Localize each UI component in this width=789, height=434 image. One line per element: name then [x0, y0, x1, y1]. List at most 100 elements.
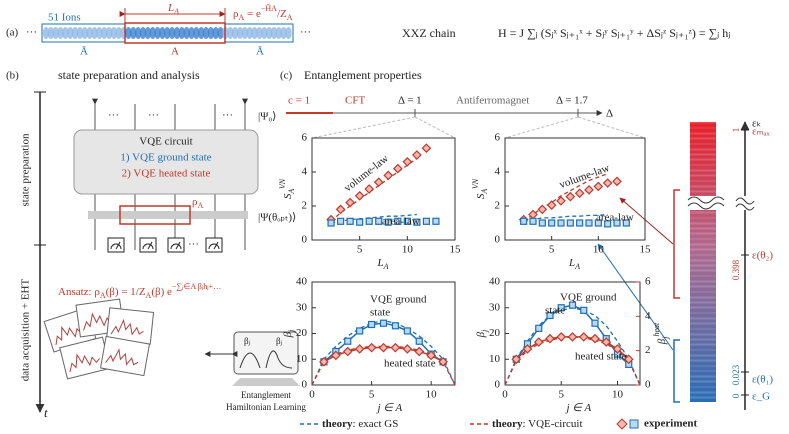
ion	[52, 27, 59, 39]
marker	[556, 196, 566, 206]
initial-state: |Ψ₀⟩	[258, 111, 276, 123]
y-tick-label: 0	[495, 379, 501, 391]
text-part: j	[287, 329, 296, 333]
marker	[335, 204, 346, 215]
ion	[105, 27, 113, 39]
circuit-box	[73, 129, 259, 195]
marker	[591, 319, 599, 327]
marker	[337, 217, 345, 225]
ion-chain	[42, 27, 292, 39]
marker	[354, 344, 365, 354]
ion	[236, 27, 244, 39]
marker	[327, 219, 335, 227]
x-axis-label: LA	[377, 257, 389, 272]
ion	[217, 27, 224, 39]
marker	[330, 350, 341, 361]
ion	[231, 27, 239, 39]
y-tick-label: 2	[302, 200, 308, 212]
annotation: volume-law	[558, 162, 612, 191]
y2-tick-label: 0	[645, 379, 651, 391]
y-tick-label: 40	[296, 276, 308, 288]
inset-curve	[239, 350, 293, 369]
text-part: S	[282, 193, 294, 199]
annotation: heated state	[575, 351, 627, 363]
break-mask	[736, 196, 754, 210]
text-part: −∑ⱼ∈A βⱼhⱼ+…	[172, 282, 221, 291]
x-tick-label: 15	[640, 244, 652, 256]
marker	[612, 176, 622, 187]
x-tick-label: 10	[426, 389, 438, 401]
hamiltonian: H = J ∑ⱼ (Sⱼˣ Sⱼ₊₁ˣ + Sⱼʸ Sⱼ₊₁ʸ + ΔSⱼᶻ S…	[498, 26, 730, 40]
marker	[402, 344, 413, 354]
bracket	[673, 189, 680, 299]
ion	[42, 27, 50, 39]
energy-label: ε(θ₁)	[752, 374, 773, 386]
x-tick-label: 5	[559, 389, 565, 401]
y-tick-label: 20	[296, 327, 308, 339]
marker	[622, 219, 630, 227]
ion	[149, 27, 156, 39]
marker	[557, 219, 565, 227]
text-part: L	[377, 257, 384, 269]
panel-b: (b) state preparation and analysis state…	[6, 68, 306, 420]
marker	[578, 332, 589, 342]
ion	[57, 27, 64, 39]
y-tick-label: 10	[489, 353, 501, 365]
marker	[557, 304, 565, 312]
text-part: −H̃	[261, 4, 272, 14]
marker	[567, 332, 578, 342]
axis-break	[687, 196, 725, 210]
ion	[125, 27, 132, 39]
text-part: 1/Z	[130, 286, 146, 298]
phase-label: Antiferromagnet	[456, 95, 529, 107]
region-a	[124, 22, 226, 44]
ion	[246, 27, 253, 39]
marker	[356, 327, 364, 335]
dots: ···	[26, 27, 37, 39]
energy-ticks	[741, 129, 749, 396]
ion	[173, 27, 181, 39]
dots: ···	[108, 110, 119, 122]
marker	[378, 342, 389, 353]
y-tick-label: 10	[296, 353, 308, 365]
marker	[403, 217, 411, 225]
legend-text: theory: VQE-circuit	[492, 418, 583, 430]
abar-label: Ā	[256, 46, 264, 58]
x-tick-label: 5	[549, 244, 555, 256]
y-axis-label: βj	[475, 329, 490, 338]
marker	[538, 219, 546, 227]
energy-tick-label: 1	[731, 128, 741, 133]
card-trace	[69, 353, 100, 373]
text-part: β	[282, 331, 294, 338]
ion	[71, 27, 79, 39]
marker	[533, 337, 544, 347]
ion	[115, 27, 122, 39]
x-tick-label: 10	[593, 244, 605, 256]
card-frame	[99, 335, 151, 377]
annotation: VQE ground	[370, 294, 427, 306]
y2-tick-label: 2	[645, 344, 651, 356]
ion	[164, 27, 171, 39]
pointer	[619, 197, 674, 245]
energy-tick-label: 0	[731, 393, 741, 398]
rho-label: ρA	[192, 196, 204, 211]
plot-frame	[311, 137, 456, 241]
text-part: β	[475, 331, 487, 338]
y-tick-label: 0	[302, 379, 308, 391]
ion	[212, 27, 219, 39]
y-tick-label: 2	[495, 200, 501, 212]
x-axis-label: j ∈ A	[376, 402, 403, 414]
legend: theory: exact GS theory: VQE-circuit exper…	[300, 418, 697, 430]
annotation: area-law	[382, 216, 420, 228]
marker	[392, 163, 403, 174]
text-part: β	[656, 338, 668, 345]
text-part: VN	[471, 178, 480, 189]
marker	[426, 350, 437, 361]
marker	[548, 219, 556, 227]
ion	[144, 27, 152, 39]
ion	[91, 27, 98, 39]
ion	[261, 27, 268, 39]
